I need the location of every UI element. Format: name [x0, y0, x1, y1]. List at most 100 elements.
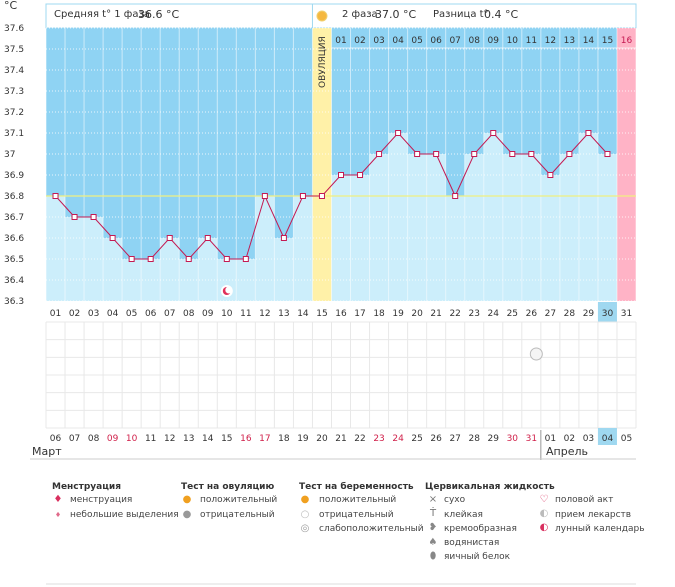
calendar-date: 19: [297, 434, 309, 444]
temperature-point: [585, 130, 592, 136]
temp-bar: [255, 196, 275, 301]
temperature-point: [90, 214, 97, 220]
cycle-day-label: 02: [354, 36, 365, 46]
egg-white-icon: ⬮: [429, 551, 437, 562]
moon-icon-shade: [225, 286, 233, 294]
y-tick-label: 36.5: [4, 255, 24, 265]
legend-cervical-eggwhite: яичный белок: [444, 552, 511, 562]
temperature-point: [566, 151, 573, 157]
temp-bar: [445, 196, 465, 301]
temp-bar: [559, 154, 579, 301]
temperature-point: [452, 193, 459, 199]
pregnancy-weak-icon: ◎: [300, 523, 310, 534]
month-april: Апрель: [546, 445, 588, 458]
y-tick-label: 37.5: [4, 45, 24, 55]
cycle-day-number: 04: [107, 309, 119, 319]
temperature-point: [547, 172, 554, 178]
cycle-day-label: 14: [583, 36, 595, 46]
temperature-point: [299, 193, 306, 199]
cycle-day-number: 16: [335, 309, 347, 319]
cycle-day-number: 18: [373, 309, 385, 319]
y-tick-label: 36.4: [4, 276, 24, 286]
cycle-day-number: 27: [545, 309, 556, 319]
temperature-point: [242, 256, 249, 262]
cycle-day-label: 05: [411, 36, 422, 46]
calendar-date: 04: [602, 434, 614, 444]
phase1-value: 36.6 °C: [138, 8, 180, 21]
temperature-point: [509, 151, 516, 157]
pregnancy-positive-icon: ●: [300, 494, 310, 505]
calendar-date: 28: [468, 434, 480, 444]
legend-cervical-dry: сухо: [444, 495, 466, 505]
cycle-day-number: 02: [69, 309, 80, 319]
diff-label: Разница t°: [433, 9, 489, 20]
header-box: [45, 3, 637, 29]
calendar-date: 07: [69, 434, 80, 444]
cycle-day-label: 08: [468, 36, 480, 46]
temperature-point: [490, 130, 497, 136]
temperature-point: [147, 256, 154, 262]
y-tick-label: 37.6: [4, 24, 24, 34]
temperature-point: [128, 256, 135, 262]
temp-bar: [236, 259, 256, 301]
cycle-day-label: 12: [545, 36, 556, 46]
cycle-day-number: 22: [449, 309, 460, 319]
cycle-day-number: 03: [88, 309, 99, 319]
moon-icon: ◐: [539, 522, 549, 533]
y-tick-label: 37: [4, 150, 15, 160]
temp-bar: [388, 133, 408, 301]
ovulation-negative-icon: ●: [182, 509, 192, 520]
menses-column: [616, 28, 636, 301]
y-tick-label: 37.2: [4, 108, 24, 118]
cycle-day-number: 07: [164, 309, 175, 319]
cycle-day-label: 06: [430, 36, 442, 46]
cycle-day-number: 15: [316, 309, 327, 319]
legend-pregnancy-weak: слабоположительный: [319, 524, 424, 534]
ovulation-label: ОВУЛЯЦИЯ: [318, 36, 328, 88]
legend-menstruation-item: менструация: [70, 495, 133, 505]
cycle-day-number: 01: [50, 309, 61, 319]
temp-bar: [46, 196, 66, 301]
calendar-date: 08: [88, 434, 100, 444]
ovulation-positive-icon: ●: [182, 494, 192, 505]
y-tick-label: 36.9: [4, 171, 24, 181]
calendar-date: 05: [621, 434, 632, 444]
y-tick-label: 36.7: [4, 213, 24, 223]
temp-bar: [597, 154, 617, 301]
cycle-day-number: 08: [183, 309, 195, 319]
calendar-date: 10: [126, 434, 138, 444]
calendar-date: 20: [316, 434, 328, 444]
calendar-date: 21: [335, 434, 346, 444]
cycle-day-label: 09: [488, 36, 500, 46]
cycle-day-number: 14: [297, 309, 309, 319]
calendar-date: 12: [164, 434, 175, 444]
legend-cervical-title: Цервикальная жидкость: [425, 482, 555, 492]
temp-bar: [198, 238, 218, 301]
legend-cervical-creamy: кремообразная: [444, 524, 517, 534]
cycle-day-number: 26: [526, 309, 538, 319]
temperature-point: [604, 151, 611, 157]
phase1-label: Средняя t° 1 фаза: [54, 9, 150, 20]
diff-value: 0.4 °C: [484, 8, 519, 21]
calendar-date: 15: [221, 434, 232, 444]
temperature-point: [357, 172, 364, 178]
legend-ovulation-negative: отрицательный: [200, 510, 275, 520]
cycle-day-label: 16: [621, 36, 633, 46]
cycle-day-number: 21: [430, 309, 441, 319]
cycle-day-label: 04: [392, 36, 404, 46]
calendar-date: 09: [107, 434, 119, 444]
temp-bar: [103, 238, 123, 301]
phase2-label: 2 фаза: [342, 9, 378, 20]
calendar-date: 24: [392, 434, 404, 444]
legend-cervical-sticky: клейкая: [444, 510, 483, 520]
cycle-day-label: 01: [335, 36, 346, 46]
cycle-day-number: 06: [145, 309, 157, 319]
legend-medication: прием лекарств: [555, 510, 632, 520]
temp-bar: [274, 238, 294, 301]
temp-bar: [407, 154, 427, 301]
legend-intercourse: половой акт: [555, 495, 614, 505]
y-tick-label: 37.3: [4, 87, 24, 97]
legend-lunar: лунный календарь: [555, 524, 645, 534]
temperature-point: [166, 235, 173, 241]
